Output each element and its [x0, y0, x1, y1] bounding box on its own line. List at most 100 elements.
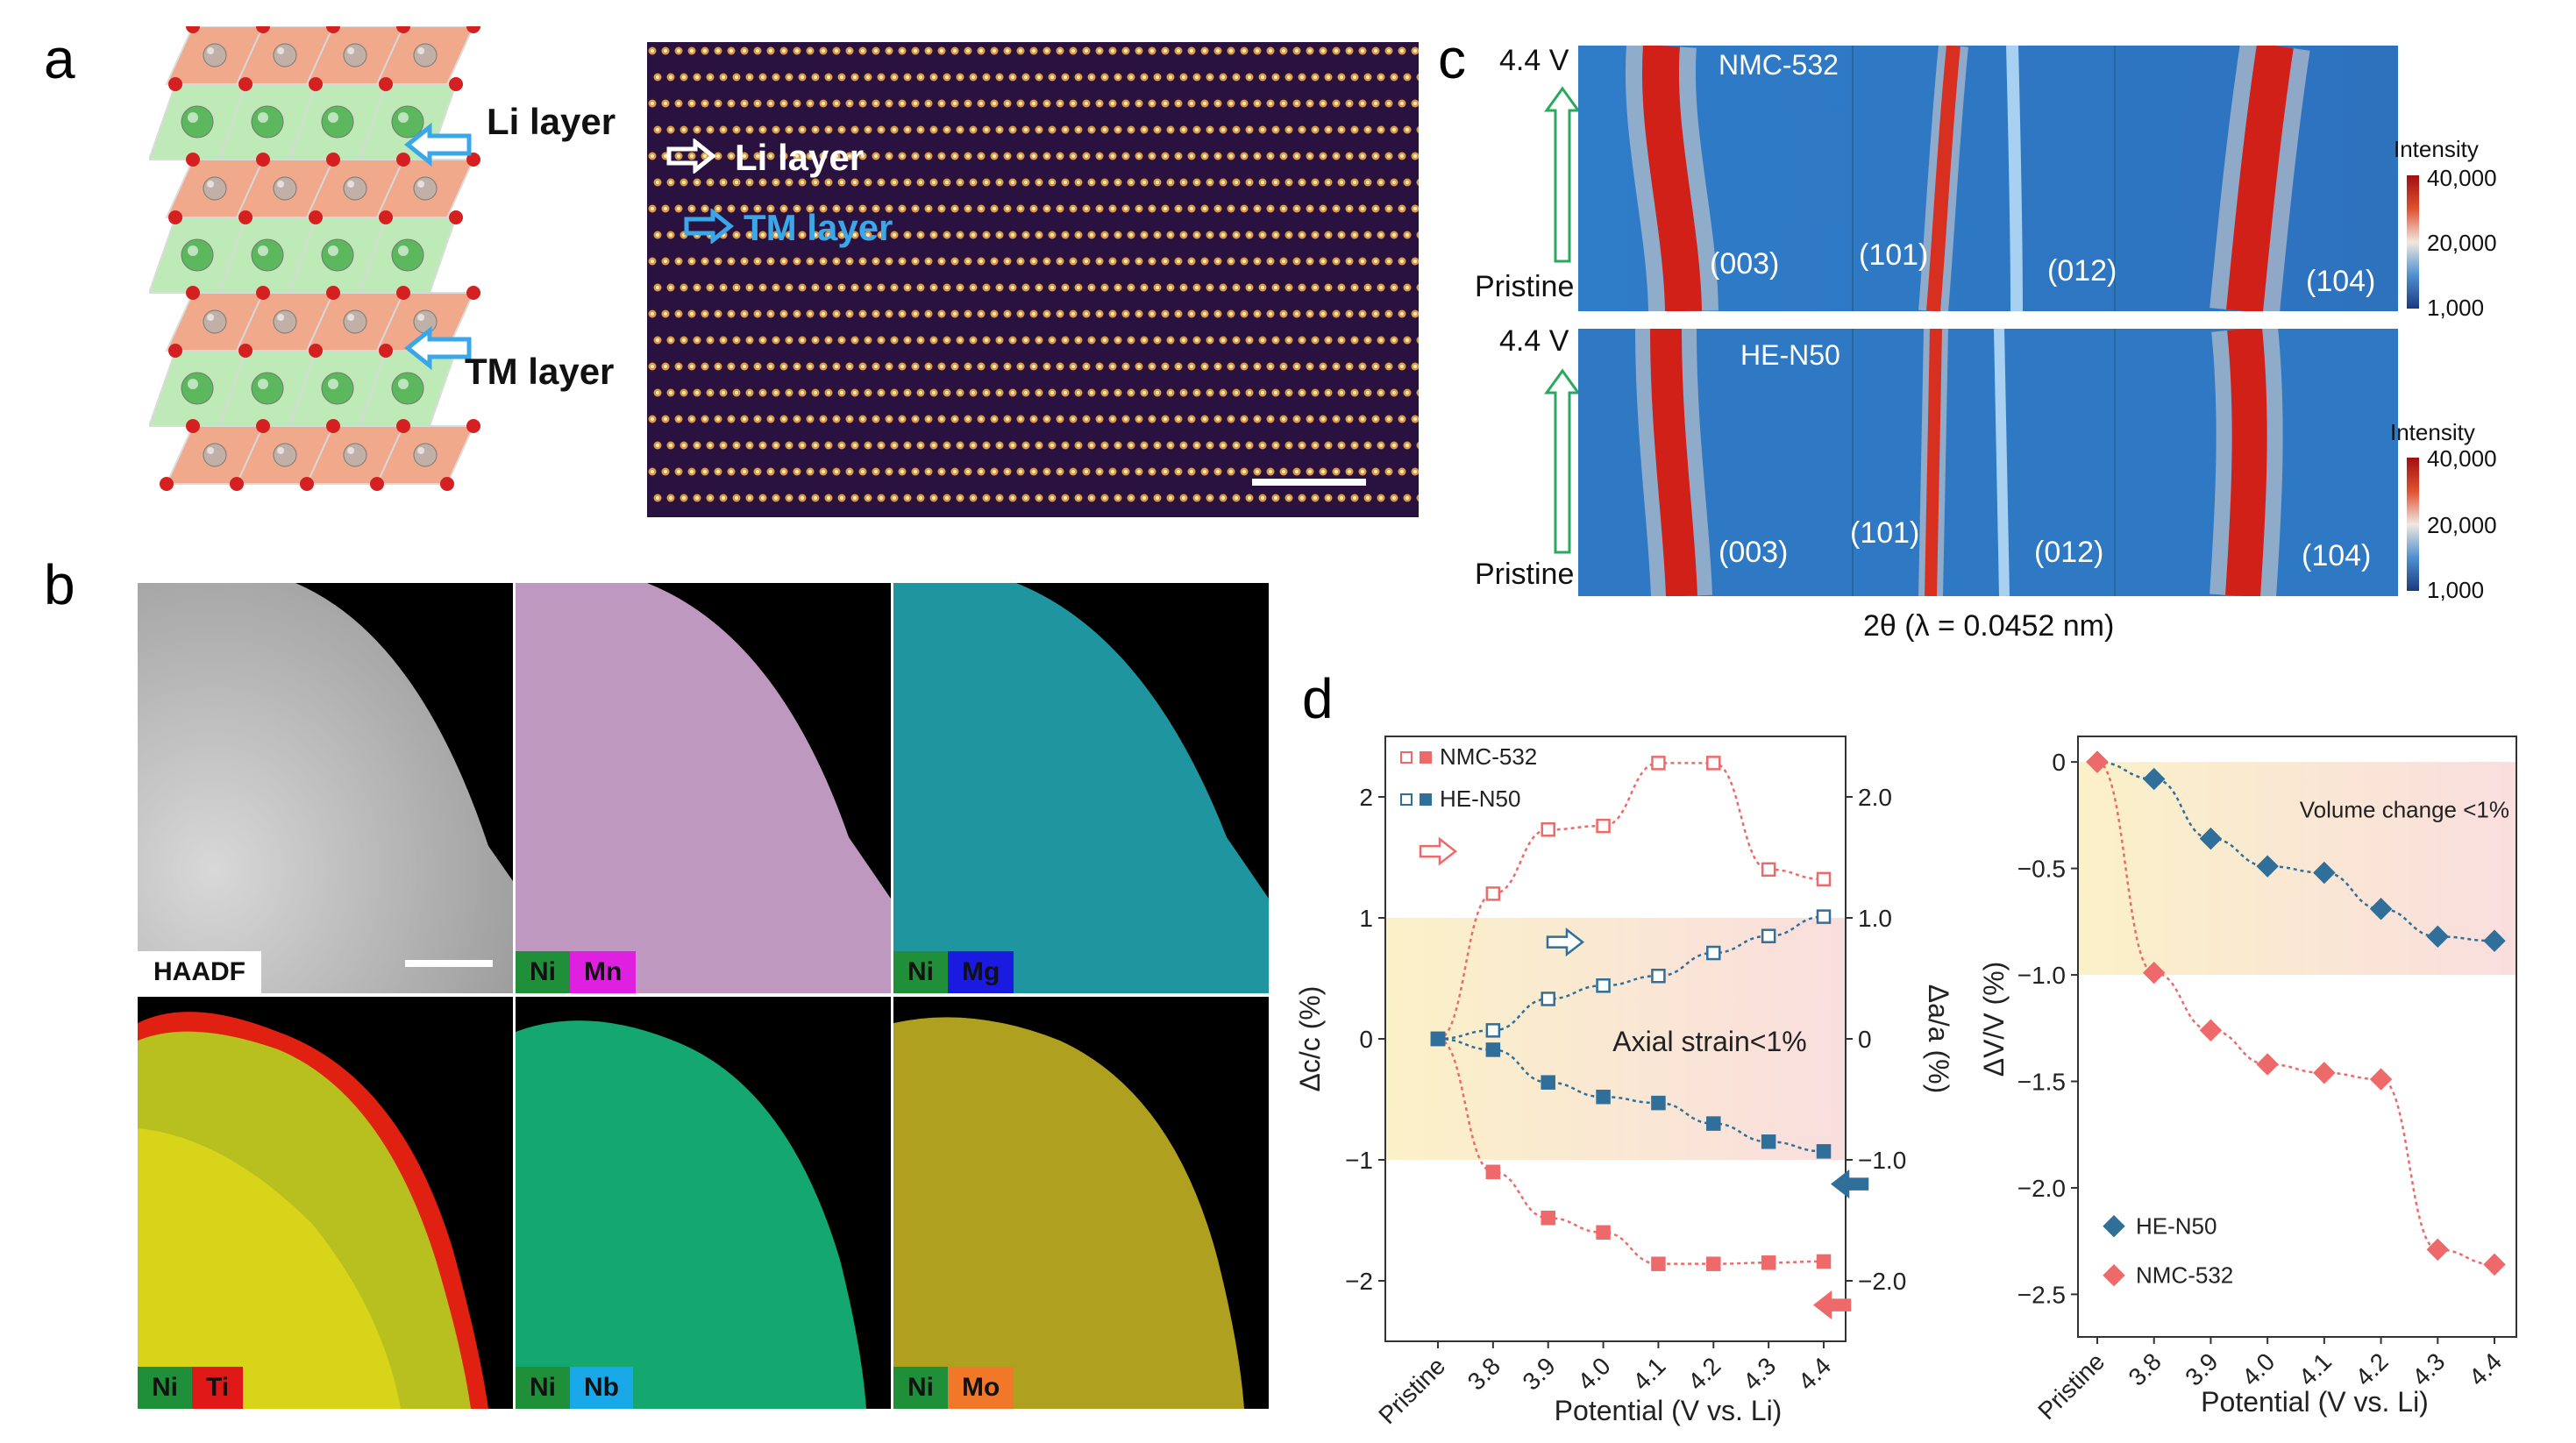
ni-mo-el1: Ni: [893, 1367, 948, 1409]
volume-ytick: −1.0: [2017, 962, 2066, 989]
strain-xtick: 3.9: [1518, 1352, 1561, 1395]
volume-xtick: 4.3: [2407, 1347, 2450, 1390]
strain-point: [1761, 928, 1776, 943]
strain-y2label: Δa/a (%): [1923, 985, 1954, 1094]
c-top-colorbar: [2407, 175, 2419, 309]
strain-point: [1541, 1075, 1555, 1090]
panel-label-b: b: [44, 553, 75, 616]
panel-label-c: c: [1438, 27, 1466, 90]
c-bottom-voltage-arrow-icon: [1543, 368, 1582, 560]
ni-nb-map: Ni Nb: [516, 997, 891, 1409]
strain-point: [1541, 822, 1555, 837]
strain-point: [1485, 1164, 1501, 1180]
volume-point: [2369, 898, 2393, 921]
c-bottom-peak-101: (101): [1850, 516, 1920, 550]
c-bottom-cb-tick-1: 40,000: [2427, 445, 2497, 472]
strain-series-line: [1437, 1037, 1825, 1265]
strain-xtick: 4.0: [1572, 1352, 1615, 1395]
volume-annotation: Volume change <1%: [2300, 796, 2509, 822]
strain-point: [1596, 1225, 1611, 1240]
volume-xtick: 4.2: [2350, 1347, 2393, 1390]
c-bottom-voltage-top: 4.4 V: [1499, 324, 1569, 358]
stem-tm-arrow-icon: [682, 207, 735, 248]
volume-point: [2483, 1253, 2506, 1276]
strain-series-line: [1437, 1037, 1825, 1153]
volume-xtick: 4.0: [2237, 1347, 2280, 1390]
ni-mo-el2: Mo: [948, 1367, 1014, 1409]
li-layer-arrow-icon: [403, 122, 473, 171]
stem-tm-layer-label: TM layer: [744, 207, 893, 248]
c-top-voltage-arrow-icon: [1543, 86, 1582, 269]
strain-xlabel: Potential (V vs. Li): [1555, 1395, 1783, 1426]
strain-ytick: 0: [1359, 1026, 1373, 1053]
volume-ylabel: ΔV/V (%): [1978, 962, 2010, 1077]
volume-ytick: −1.5: [2017, 1069, 2066, 1096]
strain-legend-entry: NMC-532: [1440, 743, 1537, 770]
strain-point: [1485, 886, 1501, 901]
strain-ytick: −1: [1345, 1147, 1373, 1174]
eds-scale-bar: [405, 960, 493, 967]
c-top-cb-tick-3: 1,000: [2427, 295, 2485, 321]
volume-chart: 0 −0.5 −1.0 −1.5 −2.0 −2.5 Pristine 3.8 3.9 4.0 4.…: [1978, 736, 2517, 1425]
volume-ytick: −2.0: [2017, 1175, 2066, 1202]
c-top-colorbar-title: Intensity: [2394, 136, 2479, 162]
strain-chart: 2 2.0 1 1.0 0 0 −1 −1.0 −2 −2.0 Pristine 3.8 3.9 4.0 4…: [1294, 736, 1954, 1429]
strain-point: [1816, 871, 1832, 887]
volume-point: [2142, 767, 2166, 791]
haadf-label: HAADF: [138, 951, 261, 993]
c-bottom-peak-003: (003): [1719, 536, 1789, 569]
volume-plot-frame: [2077, 736, 2517, 1338]
stem-li-arrow-icon: [665, 137, 717, 178]
strain-point: [1761, 862, 1776, 878]
ni-mn-el2: Mn: [570, 951, 637, 993]
c-top-peak-003: (003): [1710, 247, 1780, 281]
volume-ytick: −2.5: [2017, 1281, 2066, 1308]
panel-label-d: d: [1302, 667, 1334, 730]
volume-legend-entry: NMC-532: [2136, 1262, 2233, 1289]
ni-ti-el1: Ni: [138, 1367, 192, 1409]
volume-xlabel: Potential (V vs. Li): [2201, 1386, 2429, 1418]
c-bottom-voltage-bottom: Pristine: [1475, 558, 1575, 591]
tm-layer-label: TM layer: [465, 351, 615, 392]
c-xlabel: 2θ (λ = 0.0452 nm): [1863, 609, 2115, 643]
volume-point: [2256, 1053, 2279, 1076]
volume-point: [2199, 1019, 2223, 1041]
c-bottom-cb-tick-2: 20,000: [2427, 512, 2497, 538]
volume-xtick: 4.4: [2464, 1347, 2507, 1390]
strain-point: [1651, 968, 1666, 984]
c-top-cb-tick-2: 20,000: [2427, 230, 2497, 256]
ni-mo-map: Ni Mo: [893, 997, 1269, 1409]
panel-label-a: a: [44, 27, 75, 90]
ni-mg-el2: Mg: [948, 951, 1014, 993]
c-top-sample-label: NMC-532: [1719, 49, 1839, 81]
stem-image: Li layer TM layer: [647, 42, 1419, 517]
strain-y2tick: 2.0: [1858, 784, 1892, 811]
ni-nb-el1: Ni: [516, 1367, 570, 1409]
c-bottom-sample-label: HE-N50: [1740, 339, 1840, 371]
strain-y2tick: 0: [1858, 1026, 1872, 1053]
c-bottom-colorbar: [2407, 458, 2419, 591]
ni-mg-el1: Ni: [893, 951, 948, 993]
strain-point: [1761, 1255, 1776, 1270]
strain-y2tick: −1.0: [1858, 1147, 1906, 1174]
volume-xtick: Pristine: [2032, 1347, 2110, 1425]
c-top-peak-104: (104): [2306, 265, 2376, 298]
strain-legend-entry: HE-N50: [1440, 785, 1520, 812]
strain-point: [1816, 909, 1832, 924]
strain-ytick: 2: [1359, 784, 1373, 811]
c-top-peak-012: (012): [2047, 254, 2117, 288]
c-bottom-peak-104: (104): [2302, 539, 2372, 572]
volume-xtick: 4.1: [2294, 1347, 2337, 1390]
c-top-peak-101: (101): [1859, 238, 1929, 272]
strain-point: [1651, 1256, 1666, 1271]
c-bottom-colorbar-title: Intensity: [2390, 419, 2475, 445]
strain-series-line: [1437, 762, 1825, 1041]
c-top-cb-tick-1: 40,000: [2427, 165, 2497, 191]
strain-ytick: 1: [1359, 905, 1373, 932]
volume-point: [2199, 827, 2223, 850]
ni-nb-el2: Nb: [570, 1367, 633, 1409]
strain-ytick: −2: [1345, 1268, 1373, 1295]
strain-point: [1706, 945, 1721, 961]
strain-point: [1816, 1254, 1832, 1269]
strain-xtick: 4.2: [1683, 1352, 1726, 1395]
